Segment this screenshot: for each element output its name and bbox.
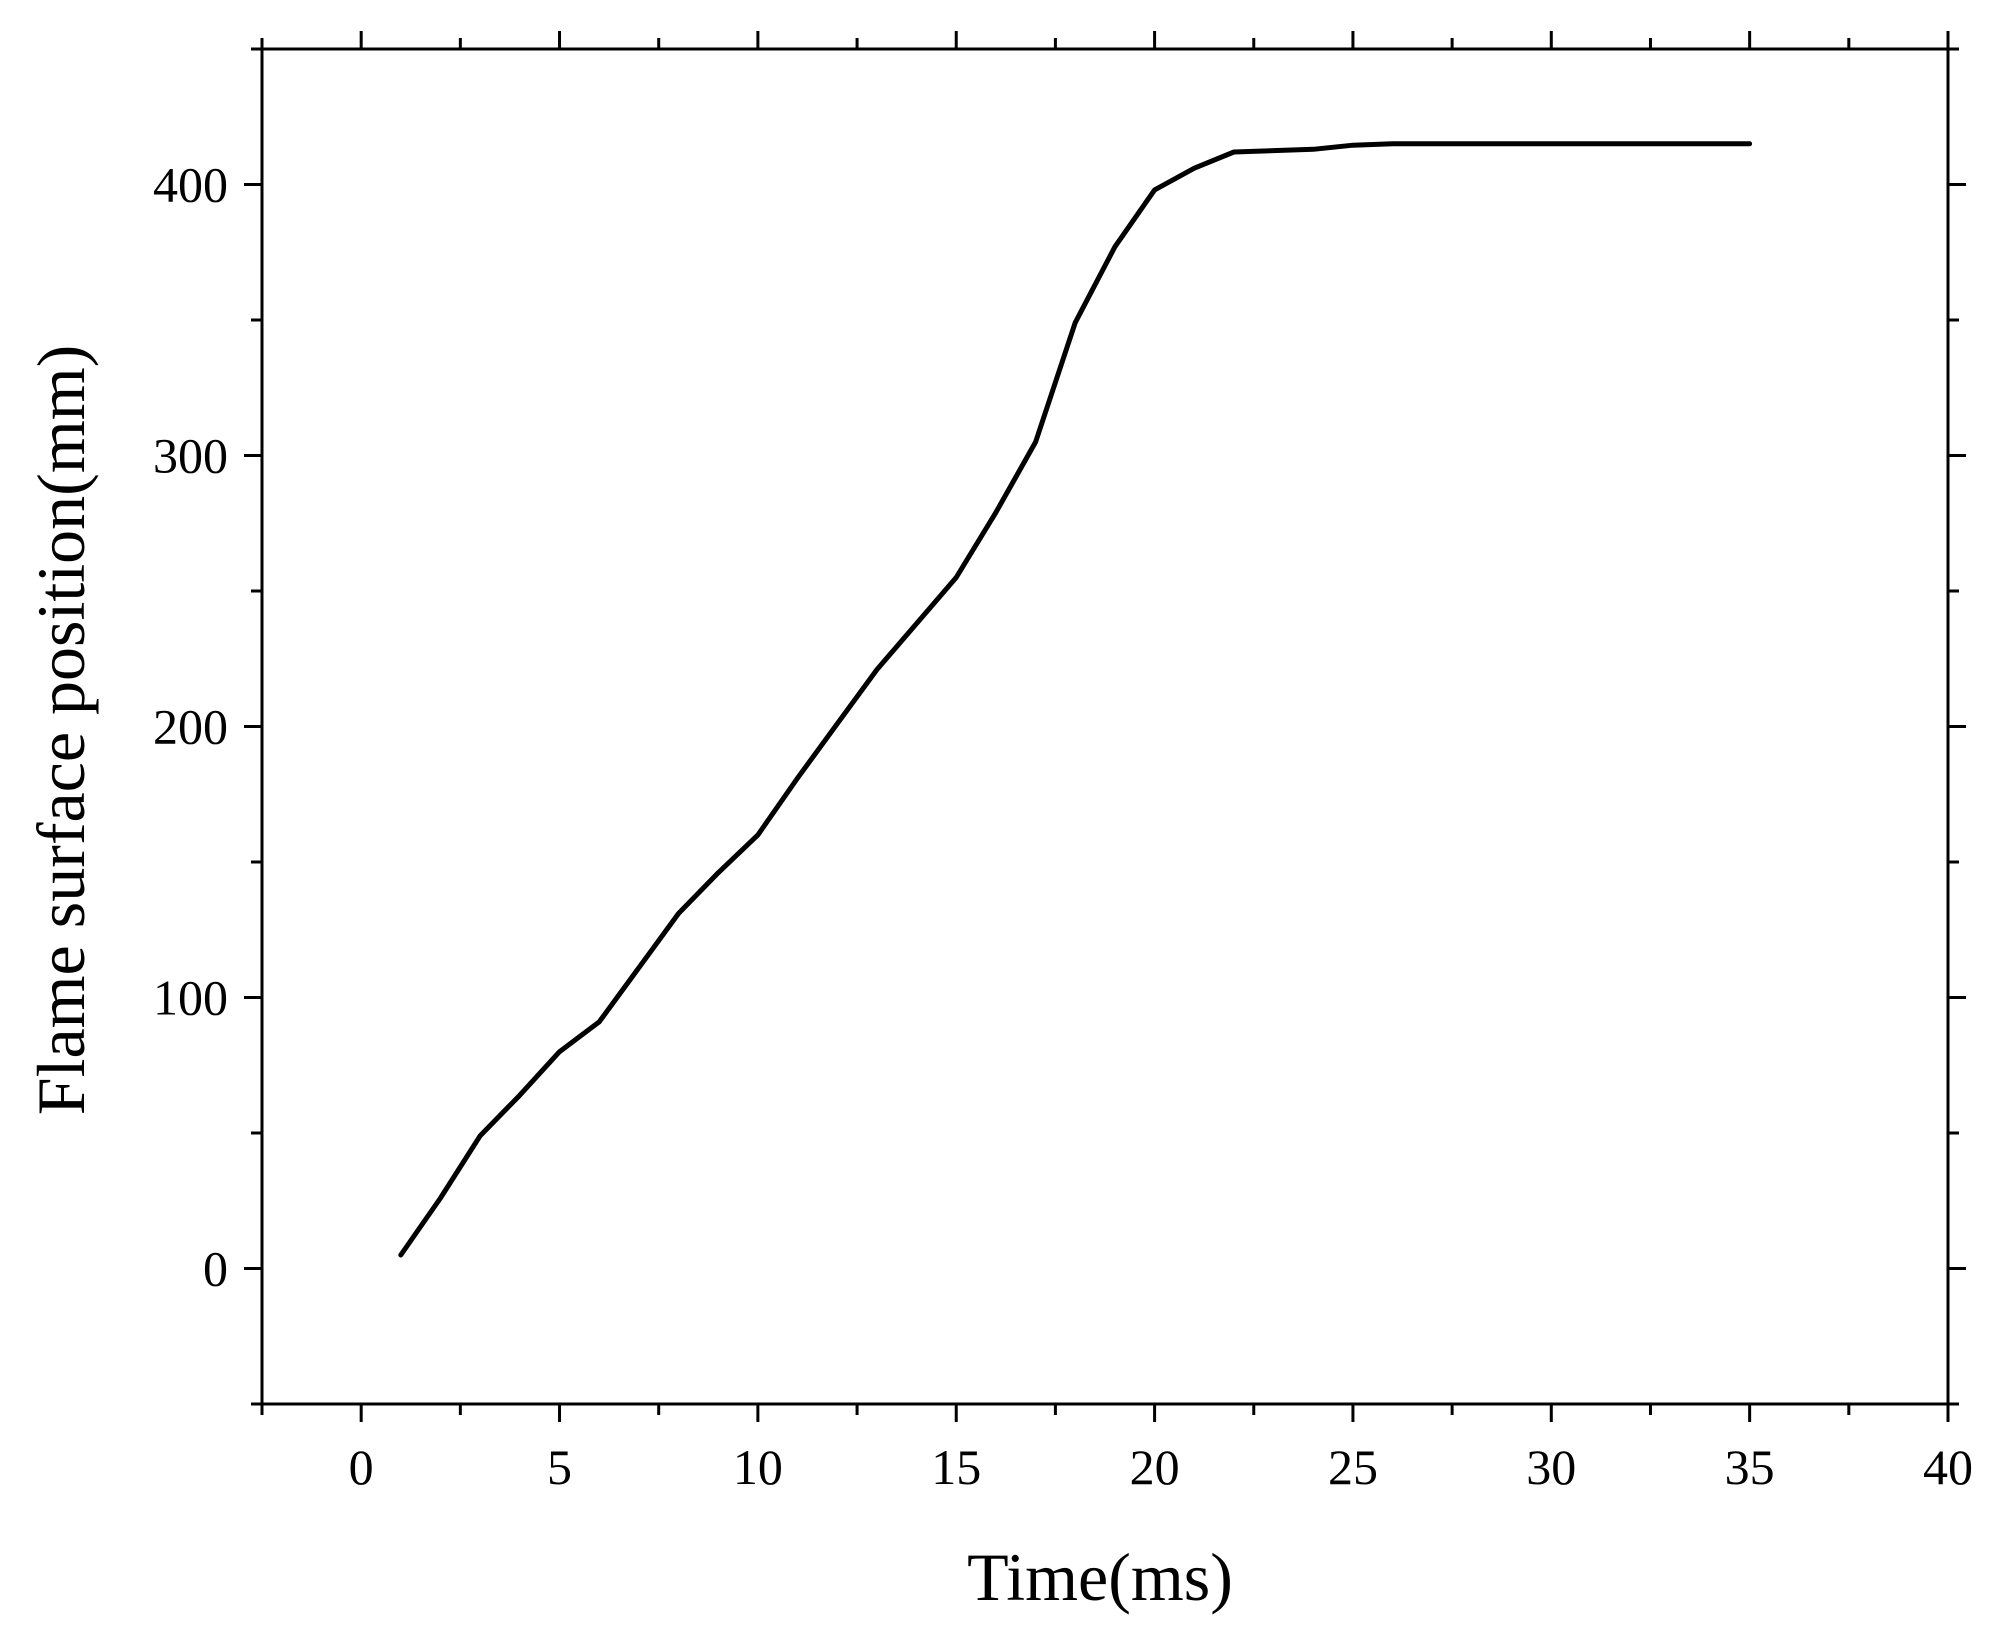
y-tick-label: 0 [203,1241,228,1297]
x-tick-label: 35 [1725,1439,1775,1495]
x-tick-label: 5 [547,1439,572,1495]
x-tick-label: 25 [1328,1439,1378,1495]
y-tick-label: 300 [153,428,228,484]
y-axis-title: Flame surface position(mm) [23,345,99,1115]
series-line [398,141,1753,1258]
x-tick-label: 40 [1923,1439,1973,1495]
x-tick-label: 15 [931,1439,981,1495]
x-tick-label: 10 [733,1439,783,1495]
y-tick-label: 100 [153,970,228,1026]
x-axis-title: Time(ms) [967,1539,1233,1615]
y-tick-label: 400 [153,157,228,213]
x-tick-label: 20 [1130,1439,1180,1495]
x-tick-label: 30 [1526,1439,1576,1495]
y-tick-label: 200 [153,699,228,755]
x-tick-label: 0 [349,1439,374,1495]
